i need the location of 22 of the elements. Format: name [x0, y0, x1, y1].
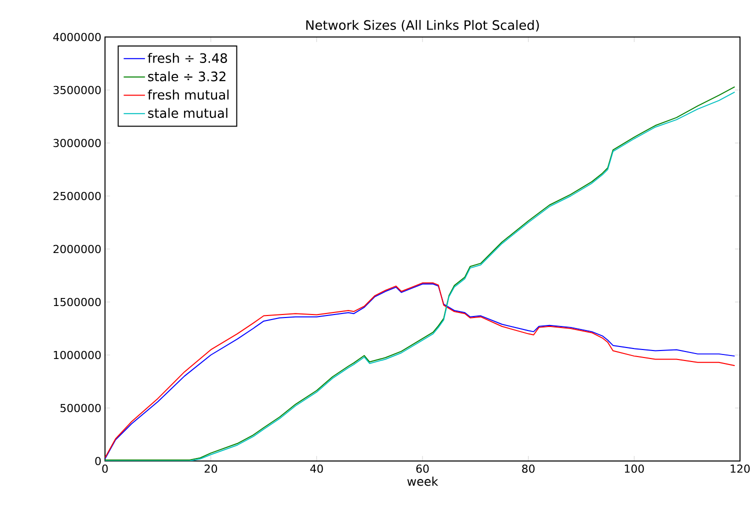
- x-tick-label: 20: [204, 464, 218, 473]
- legend-label: fresh mutual: [148, 90, 229, 100]
- y-tick-label: 500000: [60, 404, 101, 412]
- chart-title: Network Sizes (All Links Plot Scaled): [306, 20, 539, 32]
- x-tick-label: 60: [416, 464, 429, 473]
- x-tick-label: 120: [730, 464, 750, 473]
- y-tick-label: 1000000: [54, 350, 101, 360]
- x-tick-label: 100: [624, 464, 644, 473]
- legend-label: stale mutual: [148, 108, 228, 118]
- y-tick-label: 0: [95, 456, 101, 466]
- y-tick-label: 2000000: [53, 244, 101, 254]
- legend-label: fresh ÷ 3.48: [148, 52, 227, 63]
- x-tick-label: 40: [310, 464, 323, 473]
- y-tick-label: 3500000: [54, 86, 101, 94]
- y-tick-label: 4000000: [53, 32, 101, 42]
- y-tick-label: 1500000: [54, 298, 101, 306]
- x-tick-label: 80: [522, 464, 535, 473]
- y-tick-label: 2500000: [53, 192, 101, 200]
- legend-label: stale ÷ 3.32: [148, 71, 226, 82]
- x-tick-label: 0: [102, 464, 108, 473]
- x-axis-title: week: [407, 476, 438, 486]
- y-tick-label: 3000000: [54, 138, 101, 148]
